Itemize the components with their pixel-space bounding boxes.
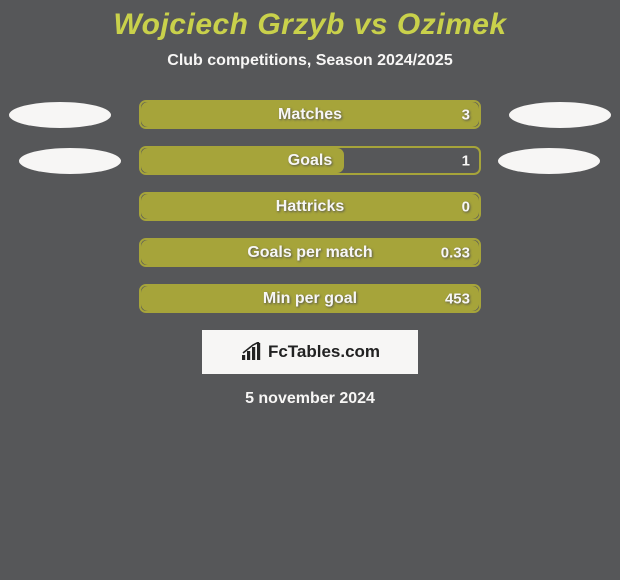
bar-value: 0 <box>462 198 470 215</box>
logo-text: FcTables.com <box>268 342 380 362</box>
bar-value: 0.33 <box>441 244 470 261</box>
ellipse-left <box>19 148 121 174</box>
bar-row-hattricks: Hattricks 0 <box>0 192 620 221</box>
logo-box[interactable]: FcTables.com <box>202 330 418 374</box>
date-text: 5 november 2024 <box>245 390 375 408</box>
bar-label: Goals <box>288 152 332 170</box>
bar-value: 1 <box>462 152 470 169</box>
bar-value: 453 <box>445 290 470 307</box>
bar-row-goals-per-match: Goals per match 0.33 <box>0 238 620 267</box>
subtitle: Club competitions, Season 2024/2025 <box>167 52 452 70</box>
chart-icon <box>240 342 262 362</box>
bar-label: Matches <box>278 106 342 124</box>
bar-row-min-per-goal: Min per goal 453 <box>0 284 620 313</box>
bar-label: Goals per match <box>247 244 372 262</box>
bar-row-matches: Matches 3 <box>0 100 620 129</box>
ellipse-left <box>9 102 111 128</box>
bar-row-goals: Goals 1 <box>0 146 620 175</box>
stat-bars: Matches 3 Goals 1 Hattricks 0 Goals per … <box>0 100 620 313</box>
bar-label: Hattricks <box>276 198 344 216</box>
bar-value: 3 <box>462 106 470 123</box>
ellipse-right <box>498 148 600 174</box>
ellipse-right <box>509 102 611 128</box>
comparison-title: Wojciech Grzyb vs Ozimek <box>113 8 506 42</box>
root-container: Wojciech Grzyb vs Ozimek Club competitio… <box>0 0 620 580</box>
bar-label: Min per goal <box>263 290 357 308</box>
